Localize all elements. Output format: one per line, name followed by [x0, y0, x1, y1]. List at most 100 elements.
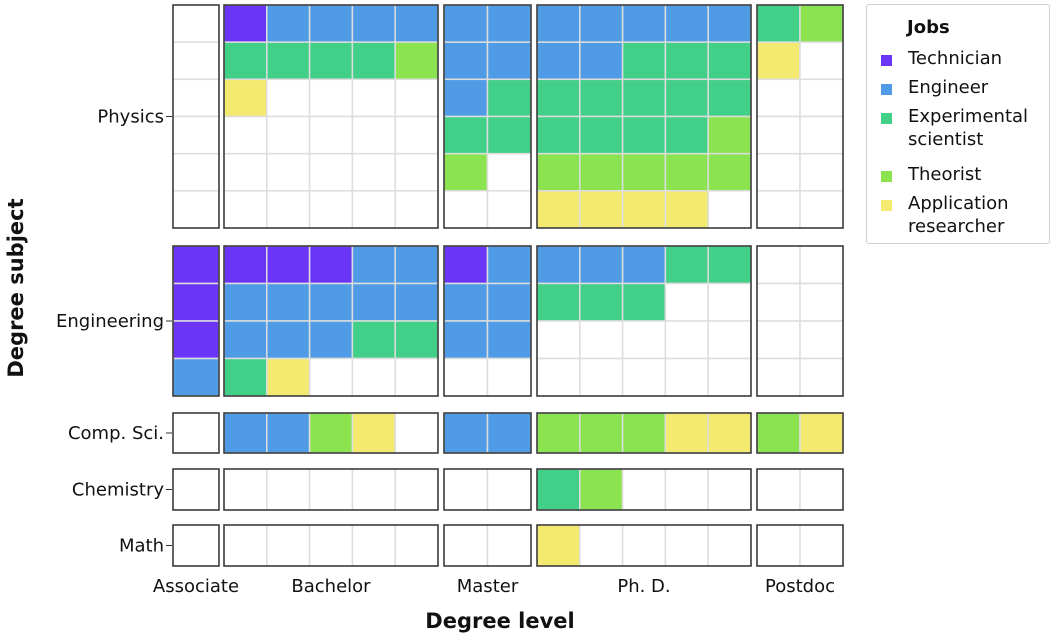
- heatmap-cell: [756, 320, 801, 360]
- heatmap-cell: [394, 320, 439, 360]
- heatmap-cell: [223, 78, 268, 118]
- heatmap-cell: [443, 282, 489, 322]
- heatmap-cell: [486, 357, 532, 397]
- heatmap-cell: [799, 4, 844, 43]
- heatmap-cell: [707, 152, 752, 192]
- heatmap-cell: [223, 152, 268, 192]
- heatmap-cell: [351, 245, 396, 285]
- legend-label: Technician: [908, 48, 1003, 69]
- panel-border: [756, 4, 844, 229]
- panel-border: [443, 4, 532, 229]
- heatmap-cell: [799, 152, 844, 192]
- row-label: Chemistry: [72, 480, 164, 501]
- heatmap-cell: [756, 115, 801, 155]
- heatmap-cell: [621, 4, 667, 43]
- heatmap-cell: [664, 412, 709, 454]
- heatmap-cell: [351, 4, 396, 43]
- heatmap-cell: [351, 115, 396, 155]
- column-label: Postdoc: [765, 576, 835, 597]
- heatmap-cell: [443, 357, 489, 397]
- heatmap-cell: [664, 78, 709, 118]
- heatmap-cell: [443, 190, 489, 229]
- heatmap-cell: [351, 524, 396, 567]
- heatmap-cell: [394, 412, 439, 454]
- heatmap-cell: [172, 190, 220, 229]
- heatmap-cell: [266, 41, 311, 81]
- heatmap-cell: [266, 115, 311, 155]
- heatmap-cell: [536, 4, 581, 43]
- heatmap-cell: [486, 468, 532, 511]
- heatmap-cell: [536, 190, 581, 229]
- heatmap-cell: [707, 524, 752, 567]
- heatmap-cell: [486, 412, 532, 454]
- heatmap-cell: [799, 320, 844, 360]
- heatmap-cell: [486, 524, 532, 567]
- heatmap-cell: [394, 115, 439, 155]
- heatmap-cell: [486, 152, 532, 192]
- heatmap-cell: [664, 282, 709, 322]
- panel-border: [756, 524, 844, 567]
- heatmap-cell: [486, 190, 532, 229]
- heatmap-cell: [536, 282, 581, 322]
- panel-border: [172, 468, 220, 511]
- panel-border: [536, 524, 752, 567]
- heatmap-cell: [621, 152, 667, 192]
- heatmap-cell: [536, 152, 581, 192]
- heatmap-cell: [172, 357, 220, 397]
- panel-border: [172, 245, 220, 397]
- legend-label: Experimental scientist: [908, 106, 1029, 150]
- heatmap-cell: [443, 115, 489, 155]
- heatmap-cell: [486, 4, 532, 43]
- heatmap-cell: [621, 41, 667, 81]
- heatmap-cell: [707, 78, 752, 118]
- heatmap-cell: [486, 282, 532, 322]
- heatmap-cell: [223, 412, 268, 454]
- legend-swatch-application-researcher: [881, 200, 892, 211]
- heatmap-cell: [351, 412, 396, 454]
- heatmap-cell: [394, 357, 439, 397]
- heatmap-cell: [536, 245, 581, 285]
- heatmap-cell: [351, 320, 396, 360]
- heatmap-cell: [172, 524, 220, 567]
- panel-border: [756, 468, 844, 511]
- heatmap-cell: [756, 282, 801, 322]
- heatmap-cell: [351, 357, 396, 397]
- heatmap-cell: [308, 115, 354, 155]
- heatmap-cell: [308, 524, 354, 567]
- heatmap-cell: [443, 468, 489, 511]
- heatmap-cell: [394, 190, 439, 229]
- heatmap-cell: [394, 524, 439, 567]
- heatmap-cell: [799, 524, 844, 567]
- heatmap-cell: [579, 282, 624, 322]
- heatmap-cell: [621, 524, 667, 567]
- heatmap-cell: [172, 115, 220, 155]
- heatmap-cell: [172, 41, 220, 81]
- heatmap-cell: [579, 524, 624, 567]
- heatmap-cell: [443, 78, 489, 118]
- heatmap-cell: [266, 320, 311, 360]
- legend-swatch-technician: [881, 55, 892, 66]
- heatmap-cell: [266, 468, 311, 511]
- heatmap-cell: [266, 412, 311, 454]
- heatmap-cell: [756, 524, 801, 567]
- heatmap-cell: [308, 412, 354, 454]
- heatmap-cell: [621, 282, 667, 322]
- heatmap-cell: [799, 245, 844, 285]
- heatmap-cell: [172, 152, 220, 192]
- heatmap-cell: [664, 245, 709, 285]
- column-label: Ph. D.: [617, 576, 670, 597]
- heatmap-cell: [579, 78, 624, 118]
- heatmap-cell: [536, 78, 581, 118]
- heatmap-cell: [664, 524, 709, 567]
- heatmap-cell: [536, 524, 581, 567]
- heatmap-cell: [799, 78, 844, 118]
- panel-border: [223, 245, 439, 397]
- heatmap-cell: [536, 357, 581, 397]
- heatmap-cell: [579, 41, 624, 81]
- heatmap-cell: [172, 78, 220, 118]
- heatmap-cell: [756, 41, 801, 81]
- panel-border: [756, 245, 844, 397]
- heatmap-cell: [351, 282, 396, 322]
- heatmap-cell: [664, 320, 709, 360]
